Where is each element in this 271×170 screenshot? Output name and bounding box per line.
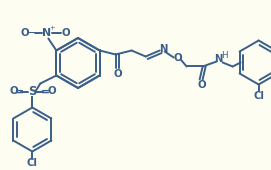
Text: =: = bbox=[15, 87, 24, 97]
Text: O: O bbox=[47, 87, 56, 97]
Text: H: H bbox=[221, 51, 228, 60]
Text: O: O bbox=[173, 54, 182, 64]
Text: Cl: Cl bbox=[27, 158, 38, 168]
Text: N: N bbox=[42, 28, 51, 38]
Text: −: − bbox=[27, 26, 36, 39]
Text: N: N bbox=[214, 55, 223, 64]
Text: O: O bbox=[20, 28, 29, 38]
Text: S: S bbox=[28, 85, 37, 98]
Text: =: = bbox=[41, 87, 50, 97]
Text: N: N bbox=[159, 45, 168, 55]
Text: +: + bbox=[50, 24, 55, 30]
Text: O: O bbox=[113, 70, 122, 80]
Text: Cl: Cl bbox=[253, 91, 264, 101]
Text: O: O bbox=[197, 81, 206, 90]
Text: O: O bbox=[9, 87, 18, 97]
Text: O: O bbox=[61, 28, 70, 38]
